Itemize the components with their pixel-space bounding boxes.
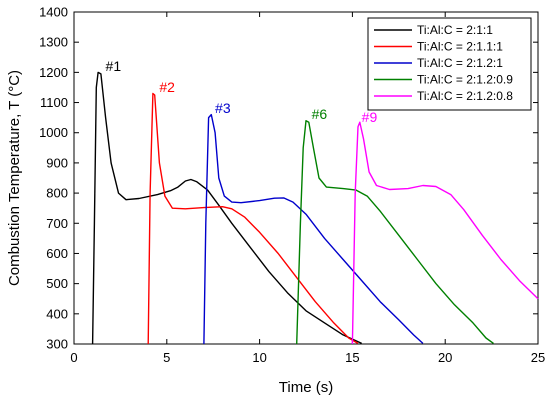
y-tick-label: 700 [46,216,68,231]
series-line-4 [296,120,494,345]
y-tick-label: 600 [46,246,68,261]
legend: Ti:Al:C = 2:1:1 Ti:Al:C = 2:1.1:1 Ti:Al:C … [367,17,532,111]
series-annotations: #1 #2 #3 #6 #9 [106,58,378,125]
series-label-1: #1 [106,58,122,74]
legend-label-1: Ti:Al:C = 2:1:1 [417,23,493,37]
axis-ticks: 0 5 10 15 20 25 300 400 500 600 700 800 900 1000 1100 1… [39,5,545,366]
y-axis-title: Combustion Temperature, T (°C) [6,70,23,286]
y-tick-label: 900 [46,155,68,170]
legend-label-3: Ti:Al:C = 2:1.2:1 [417,56,503,70]
legend-label-5: Ti:Al:C = 2:1.2:0.8 [417,89,513,103]
legend-label-4: Ti:Al:C = 2:1.2:0.9 [417,73,513,87]
x-tick-label: 5 [163,350,170,365]
x-tick-label: 15 [345,350,359,365]
y-tick-label: 500 [46,276,68,291]
x-tick-label: 25 [531,350,545,365]
plot-frame [73,11,539,345]
legend-box [367,17,532,111]
y-tick-label: 800 [46,186,68,201]
y-tick-label: 1400 [39,5,68,20]
y-tick-label: 400 [46,306,68,321]
series-line-3 [203,113,424,345]
series-line-2 [147,92,359,345]
series-line-1 [91,71,362,345]
series-label-4: #6 [312,106,328,122]
y-tick-label: 1000 [39,125,68,140]
x-tick-label: 0 [70,350,77,365]
series-label-5: #9 [362,109,378,125]
y-tick-label: 1100 [40,95,68,110]
x-tick-label: 10 [252,350,266,365]
y-tick-label: 300 [46,337,68,352]
x-axis-title: Time (s) [279,379,333,396]
y-tick-label: 1300 [39,35,68,50]
series-line-5 [351,121,539,345]
series-label-2: #2 [159,79,175,95]
series-layer [91,71,539,345]
series-label-3: #3 [215,100,231,116]
y-tick-label: 1200 [39,65,68,80]
x-tick-label: 20 [438,350,452,365]
legend-label-2: Ti:Al:C = 2:1.1:1 [417,40,503,54]
